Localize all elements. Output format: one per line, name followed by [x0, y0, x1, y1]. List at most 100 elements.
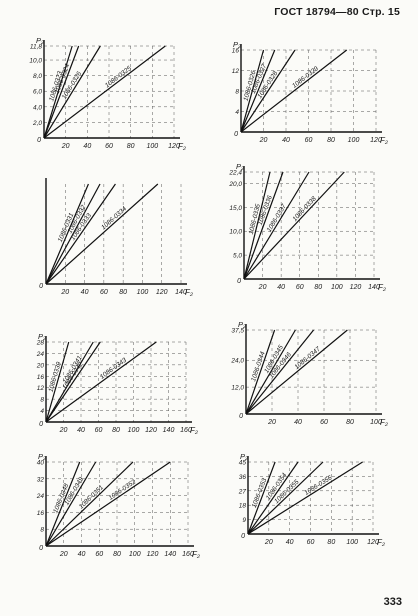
y-axis-label: P₂ [36, 36, 44, 45]
series-label: 1086-0339 [48, 361, 63, 393]
y-tick-label: 6,0 [33, 89, 42, 96]
chart-4: 20 40 60 80 100 120 140 5,0 10,0 15,0 20,0 22,4 0 P₂ F… [228, 160, 388, 295]
series-line [45, 341, 94, 423]
y-tick-label: 37,5 [231, 328, 244, 335]
series-label: 1086-0325 [104, 65, 133, 90]
series-line [243, 171, 284, 280]
series-line [45, 341, 70, 423]
series-line [247, 461, 324, 535]
series-line [240, 49, 276, 133]
y-tick-label: 8 [40, 527, 44, 534]
x-axis-label: F₂ [192, 550, 200, 559]
y-tick-label: 24 [36, 351, 45, 358]
x-axis-label: F₂ [178, 142, 186, 151]
origin-label: 0 [234, 131, 238, 138]
x-tick-label: 140 [175, 289, 187, 296]
x-tick-label: 140 [368, 284, 380, 291]
chart-8: 20 40 60 80 100 120 9 18 27 36 45 0 P₂ F₂ 1086-0353 108… [232, 450, 387, 550]
x-tick-label: 140 [163, 427, 175, 434]
x-tick-label: 120 [145, 427, 157, 434]
y-tick-label: 11,8 [30, 44, 43, 51]
y-tick-label: 45 [239, 460, 247, 467]
y-tick-label: 24 [36, 493, 45, 500]
series-line [247, 461, 299, 535]
x-tick-label: 80 [327, 137, 335, 144]
y-tick-label: 28 [36, 340, 45, 347]
x-tick-label: 40 [282, 137, 290, 144]
x-tick-label: 120 [367, 539, 379, 546]
x-tick-label: 120 [147, 551, 159, 558]
series-line [245, 329, 348, 415]
x-tick-label: 100 [346, 539, 358, 546]
x-tick-label: 80 [314, 284, 322, 291]
series-line [247, 461, 276, 535]
series-line [243, 171, 310, 280]
x-tick-label: 60 [307, 539, 315, 546]
x-tick-label: 80 [127, 143, 135, 150]
series-line [245, 329, 276, 415]
series-label: 1086-0329 [291, 65, 320, 90]
y-tick-label: 10,0 [29, 58, 42, 65]
y-tick-label: 15,0 [229, 205, 242, 212]
x-tick-label: 140 [164, 551, 176, 558]
series-line [45, 341, 157, 423]
y-tick-label: 8 [235, 89, 239, 96]
y-axis-label: P₂ [38, 332, 46, 341]
x-tick-label: 120 [370, 137, 382, 144]
x-tick-label: 20 [267, 419, 276, 426]
x-tick-label: 40 [286, 539, 294, 546]
x-tick-label: 160 [182, 551, 194, 558]
series-line [245, 329, 315, 415]
series-line [45, 461, 171, 547]
x-tick-label: 160 [180, 427, 192, 434]
y-tick-label: 8 [40, 397, 44, 404]
y-tick-label: 12 [232, 68, 240, 75]
series-line [245, 329, 296, 415]
x-tick-label: 60 [320, 419, 328, 426]
series-line [45, 183, 89, 285]
x-tick-label: 20 [258, 284, 267, 291]
y-tick-label: 4 [235, 109, 239, 116]
y-tick-label: 16 [37, 510, 45, 517]
series-label: 1086-0334 [100, 205, 128, 231]
series-line [240, 49, 296, 133]
y-tick-label: 2,0 [32, 120, 42, 127]
x-tick-label: 20 [61, 143, 70, 150]
x-axis-label: F₂ [377, 538, 385, 547]
y-tick-label: 10,0 [229, 229, 242, 236]
series-line [45, 341, 101, 423]
series-line [243, 171, 271, 280]
series-line [43, 45, 73, 139]
x-tick-label: 100 [128, 427, 140, 434]
series-line [43, 45, 80, 139]
x-tick-label: 60 [305, 137, 313, 144]
series-line [45, 183, 159, 285]
y-tick-label: 18 [239, 503, 247, 510]
x-tick-label: 40 [77, 427, 85, 434]
series-line [43, 45, 166, 139]
x-tick-label: 60 [95, 551, 103, 558]
y-tick-label: 22,4 [228, 170, 242, 177]
x-tick-label: 60 [105, 143, 113, 150]
y-axis-label: P₂ [238, 320, 246, 329]
page-number: 333 [383, 596, 402, 608]
chart-5: 20 40 60 80 100 120 140 160 4 8 12 16 20 24 28 0 P₂ F₂ 108… [30, 330, 200, 438]
x-tick-label: 120 [350, 284, 362, 291]
y-tick-label: 4 [40, 408, 44, 415]
series-label: 1086-0351 [78, 484, 105, 511]
x-tick-label: 80 [327, 539, 335, 546]
y-axis-label: P₂ [233, 40, 241, 49]
x-axis-label: F₂ [380, 418, 388, 427]
y-tick-label: 27 [238, 488, 247, 495]
series-line [43, 45, 101, 139]
x-tick-label: 40 [294, 419, 302, 426]
chart-3: 20 40 60 80 100 120 140 0 F₂ 1086-0331 1086-0332 10… [30, 172, 195, 300]
origin-label: 0 [37, 137, 41, 144]
chart-7: 20 40 60 80 100 120 140 160 8 16 24 32 40 0 P₂ F₂ 1086-0… [30, 450, 202, 562]
x-tick-label: 60 [296, 284, 304, 291]
x-tick-label: 100 [348, 137, 360, 144]
y-tick-label: 5,0 [233, 253, 242, 260]
x-axis-label: F₂ [190, 426, 198, 435]
y-tick-label: 12,0 [231, 385, 244, 392]
x-tick-label: 60 [100, 289, 108, 296]
